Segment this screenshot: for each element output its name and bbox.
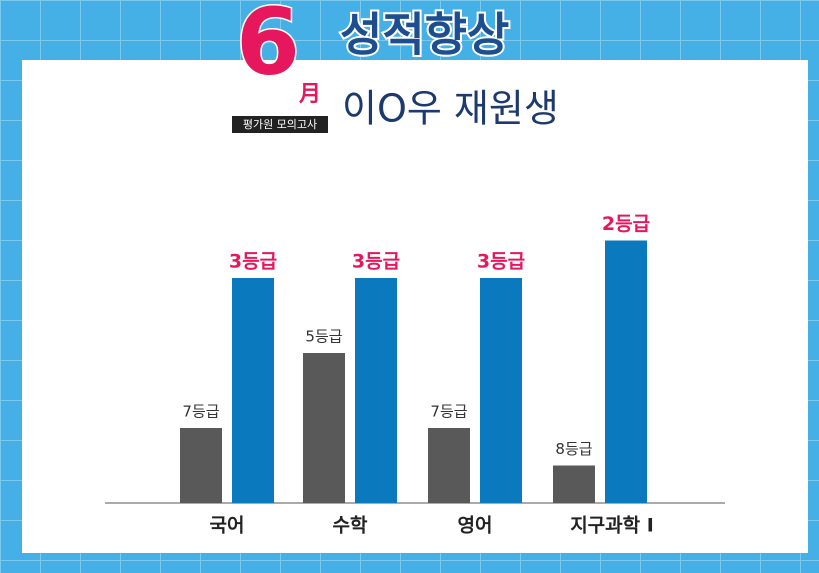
value-label: 3등급 bbox=[229, 251, 277, 273]
student-name: 이O우 재원생 bbox=[342, 87, 559, 131]
bar bbox=[553, 465, 595, 503]
bar bbox=[480, 278, 522, 503]
value-label: 3등급 bbox=[352, 251, 400, 273]
bar bbox=[355, 278, 397, 503]
exam-badge bbox=[232, 116, 328, 133]
x-tick-label: 지구과학 I bbox=[570, 515, 654, 537]
value-label: 8등급 bbox=[555, 440, 592, 458]
value-label: 3등급 bbox=[477, 251, 525, 273]
x-tick-label: 수학 bbox=[333, 515, 368, 537]
bar bbox=[180, 428, 222, 503]
month-number: 6 bbox=[236, 0, 300, 95]
month-char: 月 bbox=[298, 82, 321, 107]
title: 성적향상 bbox=[340, 8, 509, 62]
bar bbox=[428, 428, 470, 503]
bar bbox=[605, 240, 647, 503]
card bbox=[22, 60, 808, 553]
value-label: 5등급 bbox=[305, 328, 342, 346]
x-tick-label: 국어 bbox=[210, 515, 245, 537]
value-label: 7등급 bbox=[182, 403, 219, 421]
exam-label: 평가원 모의고사 bbox=[243, 118, 317, 131]
bar bbox=[303, 353, 345, 503]
value-label: 2등급 bbox=[602, 213, 650, 235]
value-label: 7등급 bbox=[430, 403, 467, 421]
x-tick-label: 영어 bbox=[458, 515, 493, 537]
bar bbox=[232, 278, 274, 503]
